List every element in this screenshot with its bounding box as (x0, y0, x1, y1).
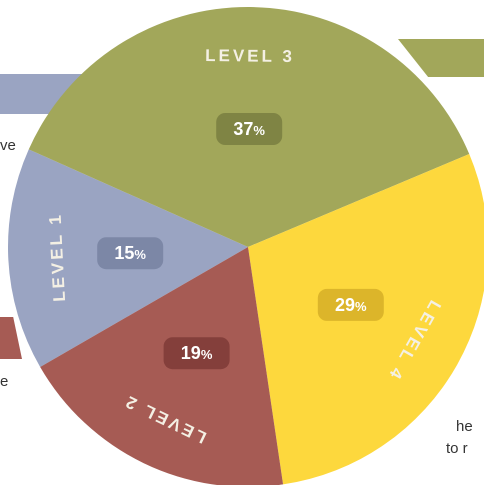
value-label: 37% (233, 119, 265, 139)
value-badge (317, 288, 384, 321)
pie-slices (7, 6, 484, 485)
value-label: 15% (114, 243, 146, 263)
value-label: 19% (181, 343, 213, 363)
value-badge (163, 337, 230, 370)
value-badge (97, 237, 164, 270)
background-text-fragment: to r (446, 440, 468, 457)
value-badge (216, 113, 283, 145)
category-label: LEVEL 3 (205, 46, 295, 66)
background-text-fragment: he (456, 418, 473, 435)
pie-slice-level-2 (40, 247, 284, 485)
background-text-fragment: ve (0, 137, 16, 154)
category-label: LEVEL 1 (45, 212, 69, 303)
background-text-fragment: e (0, 373, 9, 390)
value-label: 29% (335, 295, 367, 315)
